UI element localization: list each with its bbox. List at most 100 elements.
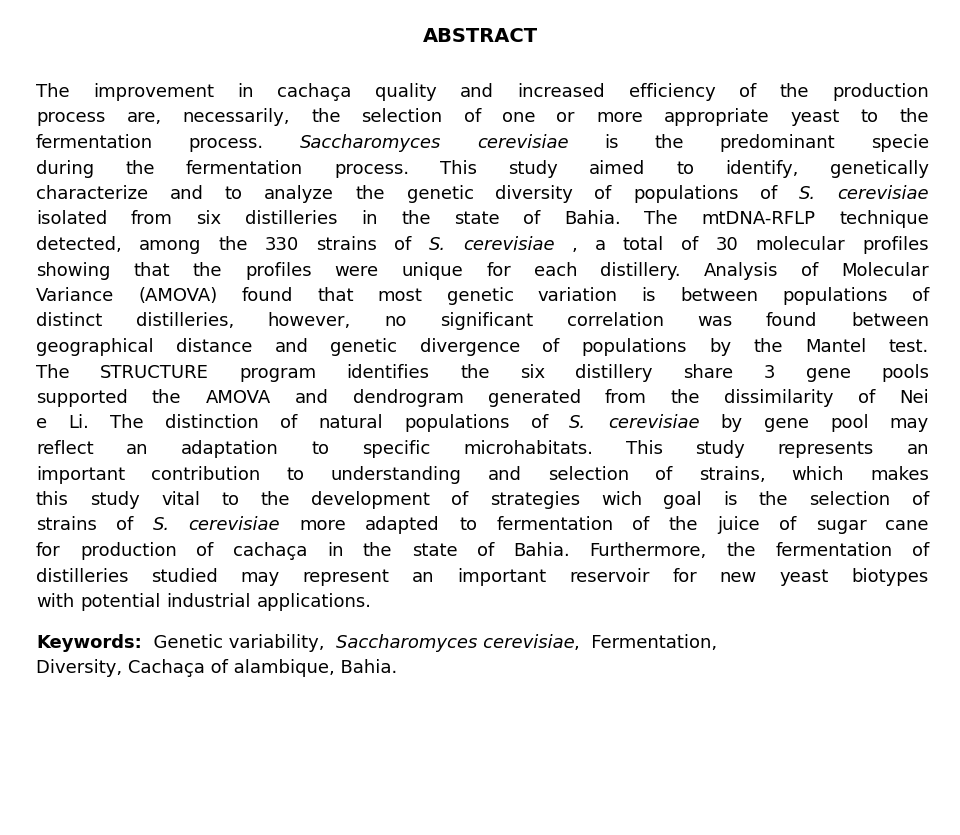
Text: of: of [197, 542, 214, 560]
Text: diversity: diversity [495, 185, 573, 203]
Text: genetic: genetic [446, 287, 514, 305]
Text: Variance: Variance [36, 287, 114, 305]
Text: strategies: strategies [490, 491, 580, 509]
Text: mtDNA-RFLP: mtDNA-RFLP [702, 210, 816, 229]
Text: characterize: characterize [36, 185, 148, 203]
Text: represent: represent [302, 568, 390, 585]
Text: to: to [312, 440, 329, 458]
Text: adaptation: adaptation [181, 440, 279, 458]
Text: the: the [311, 109, 341, 126]
Text: of: of [633, 517, 650, 534]
Text: This: This [441, 159, 477, 178]
Text: distilleries: distilleries [36, 568, 129, 585]
Text: dendrogram: dendrogram [352, 389, 464, 407]
Text: Nei: Nei [900, 389, 929, 407]
Text: detected,: detected, [36, 236, 122, 254]
Text: pools: pools [881, 363, 929, 382]
Text: Mantel: Mantel [805, 338, 867, 356]
Text: cerevisiae: cerevisiae [477, 134, 568, 152]
Text: genetic: genetic [407, 185, 473, 203]
Text: state: state [454, 210, 500, 229]
Text: production: production [832, 83, 929, 101]
Text: S.: S. [429, 236, 445, 254]
Text: selection: selection [362, 109, 443, 126]
Text: among: among [139, 236, 202, 254]
Text: natural: natural [319, 414, 383, 433]
Text: fermentation: fermentation [36, 134, 154, 152]
Text: necessarily,: necessarily, [182, 109, 290, 126]
Text: distilleries,: distilleries, [135, 312, 234, 331]
Text: adapted: adapted [366, 517, 440, 534]
Text: with: with [36, 593, 74, 611]
Text: this: this [36, 491, 69, 509]
Text: STRUCTURE: STRUCTURE [100, 363, 209, 382]
Text: wich: wich [601, 491, 642, 509]
Text: Bahia.: Bahia. [514, 542, 570, 560]
Text: genetic: genetic [330, 338, 397, 356]
Text: Li.: Li. [68, 414, 89, 433]
Text: more: more [596, 109, 642, 126]
Text: by: by [709, 338, 732, 356]
Text: juice: juice [717, 517, 760, 534]
Text: reflect: reflect [36, 440, 94, 458]
Text: of: of [451, 491, 468, 509]
Text: ,  Fermentation,: , Fermentation, [574, 634, 718, 652]
Text: 330: 330 [265, 236, 300, 254]
Text: for: for [672, 568, 697, 585]
Text: microhabitats.: microhabitats. [463, 440, 593, 458]
Text: is: is [723, 491, 737, 509]
Text: during: during [36, 159, 94, 178]
Text: populations: populations [404, 414, 510, 433]
Text: reservoir: reservoir [569, 568, 650, 585]
Text: is: is [641, 287, 656, 305]
Text: correlation: correlation [566, 312, 663, 331]
Text: variation: variation [538, 287, 617, 305]
Text: six: six [196, 210, 222, 229]
Text: which: which [791, 465, 844, 483]
Text: the: the [900, 109, 929, 126]
Text: most: most [377, 287, 422, 305]
Text: represents: represents [778, 440, 874, 458]
Text: the: the [669, 517, 698, 534]
Text: may: may [241, 568, 280, 585]
Text: to: to [225, 185, 243, 203]
Text: Keywords:: Keywords: [36, 634, 142, 652]
Text: each: each [534, 261, 577, 280]
Text: to: to [459, 517, 477, 534]
Text: of: of [542, 338, 560, 356]
Text: of: of [738, 83, 756, 101]
Text: no: no [384, 312, 407, 331]
Text: selection: selection [548, 465, 629, 483]
Text: distinction: distinction [165, 414, 259, 433]
Text: share: share [684, 363, 733, 382]
Text: selection: selection [809, 491, 891, 509]
Text: distillery: distillery [575, 363, 653, 382]
Text: gene: gene [805, 363, 851, 382]
Text: the: the [727, 542, 756, 560]
Text: cerevisiae: cerevisiae [463, 236, 555, 254]
Text: applications.: applications. [256, 593, 372, 611]
Text: of: of [858, 389, 876, 407]
Text: the: the [125, 159, 155, 178]
Text: in: in [361, 210, 377, 229]
Text: a: a [594, 236, 606, 254]
Text: test.: test. [889, 338, 929, 356]
Text: one: one [502, 109, 536, 126]
Text: S.: S. [569, 414, 587, 433]
Text: from: from [605, 389, 647, 407]
Text: in: in [237, 83, 254, 101]
Text: AMOVA: AMOVA [205, 389, 271, 407]
Text: cerevisiae: cerevisiae [608, 414, 699, 433]
Text: to: to [221, 491, 239, 509]
Text: The: The [36, 363, 70, 382]
Text: important: important [36, 465, 125, 483]
Text: vital: vital [161, 491, 200, 509]
Text: study: study [90, 491, 140, 509]
Text: aimed: aimed [589, 159, 645, 178]
Text: of: of [912, 542, 929, 560]
Text: of: of [523, 210, 540, 229]
Text: contribution: contribution [152, 465, 260, 483]
Text: fermentation: fermentation [186, 159, 303, 178]
Text: distillery.: distillery. [600, 261, 681, 280]
Text: genetically: genetically [830, 159, 929, 178]
